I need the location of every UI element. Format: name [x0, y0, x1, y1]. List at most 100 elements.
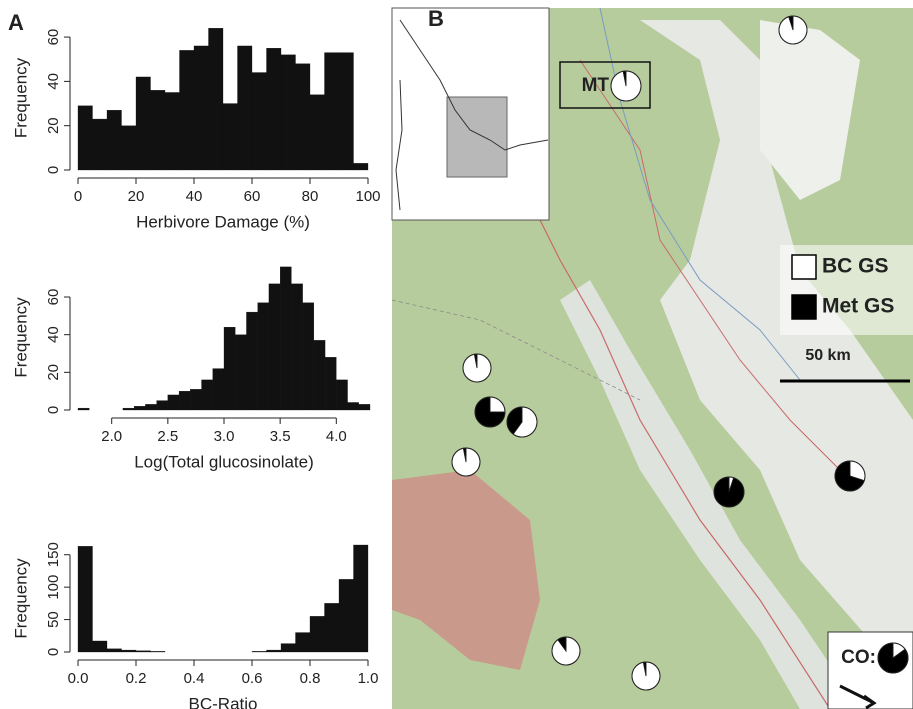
bar: [190, 389, 201, 410]
bar: [325, 603, 340, 652]
bar: [78, 546, 93, 652]
legend-label: BC GS: [822, 255, 889, 278]
bar: [223, 104, 238, 170]
bar: [252, 73, 267, 170]
y-tick-label: 100: [45, 575, 62, 600]
site-label: MT: [582, 75, 610, 96]
bar: [165, 92, 180, 170]
bar: [291, 284, 302, 410]
bar: [107, 110, 122, 170]
bar: [310, 616, 325, 652]
bar: [258, 303, 269, 410]
x-tick-label: 40: [186, 188, 203, 205]
bar: [107, 649, 122, 652]
bar: [78, 106, 93, 170]
bar: [202, 380, 213, 410]
bar: [134, 406, 145, 410]
bar: [303, 303, 314, 410]
legend-swatch: [792, 255, 816, 279]
y-tick-label: 40: [45, 326, 62, 343]
bar: [246, 312, 257, 410]
bar: [296, 64, 311, 170]
bar: [267, 48, 282, 170]
y-tick-label: 20: [45, 364, 62, 381]
panel-label: B: [428, 6, 444, 31]
x-axis-label: BC-Ratio: [189, 694, 258, 709]
bar: [194, 46, 209, 170]
bar: [339, 53, 354, 170]
bar: [339, 579, 354, 652]
x-tick-label: 3.0: [214, 428, 235, 445]
x-tick-label: 0.2: [126, 670, 147, 687]
x-tick-label: 4.0: [326, 428, 347, 445]
y-tick-label: 60: [45, 289, 62, 306]
bar: [314, 340, 325, 410]
bar: [310, 95, 325, 170]
x-tick-label: 20: [128, 188, 145, 205]
x-tick-label: 0: [74, 188, 82, 205]
y-tick-label: 50: [45, 611, 62, 628]
bar: [325, 53, 340, 170]
bar: [180, 50, 195, 170]
bar: [93, 641, 108, 652]
bar: [281, 644, 296, 652]
bar: [348, 402, 359, 410]
y-tick-label: 150: [45, 542, 62, 567]
bar: [123, 408, 134, 410]
scale-label: 50 km: [805, 347, 850, 364]
bar: [252, 651, 267, 652]
bar: [209, 28, 224, 170]
legend-swatch: [792, 295, 816, 319]
x-tick-label: 3.5: [270, 428, 291, 445]
bar: [354, 163, 369, 170]
bar: [280, 267, 291, 410]
bar: [168, 395, 179, 410]
bar: [238, 46, 253, 170]
bar: [157, 401, 168, 410]
bar: [179, 391, 190, 410]
x-tick-label: 80: [302, 188, 319, 205]
bar: [151, 90, 166, 170]
y-tick-label: 60: [45, 29, 62, 46]
y-axis-label: Frequency: [11, 297, 30, 378]
site-label: CO:: [841, 647, 876, 668]
x-tick-label: 100: [355, 188, 380, 205]
bar: [145, 404, 156, 410]
y-tick-label: 0: [45, 166, 62, 174]
x-tick-label: 2.5: [157, 428, 178, 445]
bar: [224, 327, 235, 410]
bar: [122, 126, 137, 170]
x-tick-label: 0.4: [184, 670, 205, 687]
x-tick-label: 0.6: [242, 670, 263, 687]
y-tick-label: 20: [45, 117, 62, 134]
bar: [213, 369, 224, 410]
bar: [267, 650, 282, 652]
y-tick-label: 0: [45, 406, 62, 414]
bar: [78, 408, 89, 410]
x-tick-label: 0.0: [68, 670, 89, 687]
bar: [136, 77, 151, 170]
x-axis-label: Herbivore Damage (%): [136, 212, 310, 231]
bar: [269, 284, 280, 410]
x-tick-label: 60: [244, 188, 261, 205]
bar: [93, 119, 108, 170]
bar: [359, 404, 370, 410]
panel-label: A: [8, 10, 24, 35]
bar: [151, 651, 166, 652]
bar: [281, 55, 296, 170]
bar: [354, 545, 369, 652]
figure: A B 0 20 40 60 80 100 0 20 40 60 Herbivore Damage …: [0, 0, 913, 709]
bar: [122, 650, 137, 652]
legend-label: Met GS: [822, 295, 894, 318]
bar: [325, 357, 336, 410]
x-tick-label: 1.0: [358, 670, 379, 687]
y-axis-label: Frequency: [11, 558, 30, 639]
bar: [296, 633, 311, 652]
y-tick-label: 40: [45, 73, 62, 90]
y-axis-label: Frequency: [11, 57, 30, 138]
y-tick-label: 0: [45, 648, 62, 656]
bar: [336, 380, 347, 410]
bar: [235, 335, 246, 410]
x-tick-label: 2.0: [101, 428, 122, 445]
x-tick-label: 0.8: [300, 670, 321, 687]
